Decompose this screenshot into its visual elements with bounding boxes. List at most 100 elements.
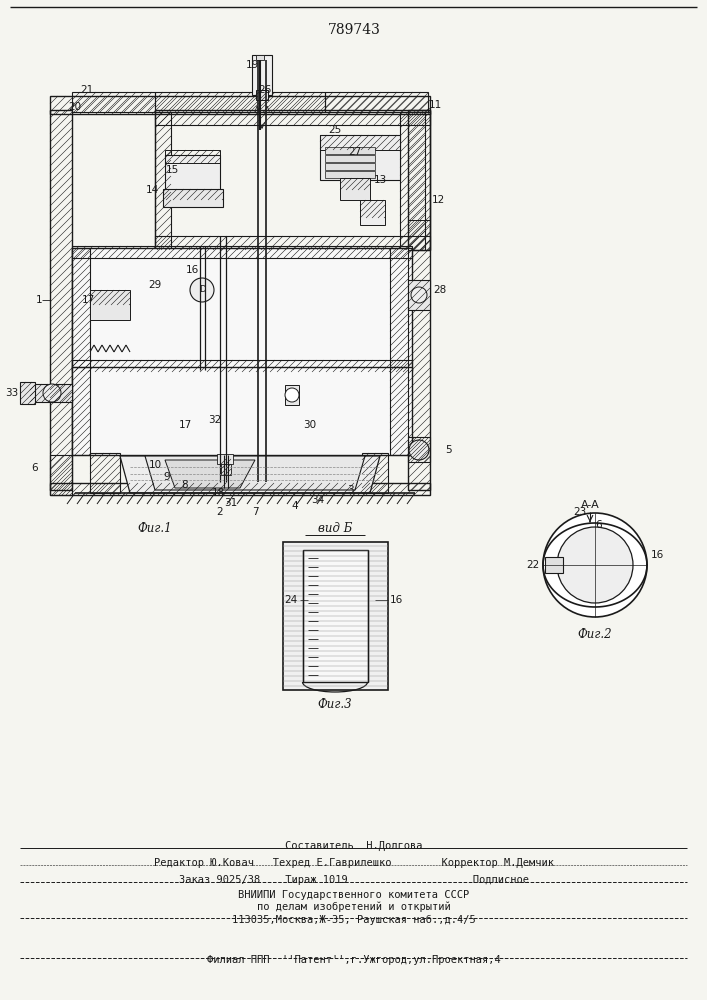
Text: по делам изобретений и открытий: по делам изобретений и открытий xyxy=(257,902,451,912)
Text: 6: 6 xyxy=(31,463,38,473)
Circle shape xyxy=(190,278,214,302)
Circle shape xyxy=(543,513,647,617)
Text: Филиал ППП  ''Патент'',г.Ужгород,ул.Проектная,4: Филиал ППП ''Патент'',г.Ужгород,ул.Проек… xyxy=(207,955,501,965)
Text: 5: 5 xyxy=(445,445,452,455)
Bar xyxy=(408,280,430,310)
Polygon shape xyxy=(120,456,380,493)
Text: А: А xyxy=(254,106,260,115)
Bar xyxy=(72,360,412,372)
Bar xyxy=(362,453,388,493)
Bar xyxy=(325,147,375,154)
Bar xyxy=(165,150,220,163)
Bar xyxy=(320,135,400,180)
Text: 16: 16 xyxy=(390,595,403,605)
Bar xyxy=(400,112,425,250)
Text: 10: 10 xyxy=(148,460,162,470)
Bar xyxy=(155,112,430,125)
Bar xyxy=(283,542,388,690)
Text: Составитель  Н.Долгова: Составитель Н.Долгова xyxy=(285,841,423,851)
Circle shape xyxy=(43,384,61,402)
Bar xyxy=(390,248,408,370)
Bar xyxy=(20,382,35,404)
Bar xyxy=(285,385,299,405)
Text: 14: 14 xyxy=(146,185,158,195)
Bar xyxy=(256,55,264,60)
Bar xyxy=(303,550,368,682)
Text: 4: 4 xyxy=(292,501,298,511)
Bar xyxy=(30,384,72,402)
Bar xyxy=(50,110,72,490)
Text: 22: 22 xyxy=(527,560,540,570)
Bar xyxy=(325,92,428,112)
Circle shape xyxy=(285,388,299,402)
Bar xyxy=(72,248,90,370)
Text: 34: 34 xyxy=(311,495,325,505)
Text: 28: 28 xyxy=(433,285,447,295)
Text: 8: 8 xyxy=(182,480,188,490)
Text: 6: 6 xyxy=(595,520,602,530)
Text: 23: 23 xyxy=(573,507,587,517)
Bar xyxy=(325,163,375,170)
Text: 33: 33 xyxy=(5,388,18,398)
Text: Фиг.1: Фиг.1 xyxy=(138,522,173,535)
Text: 24: 24 xyxy=(285,595,298,605)
Bar xyxy=(72,92,155,112)
Bar xyxy=(325,171,375,178)
Text: 17: 17 xyxy=(81,295,95,305)
Text: 21: 21 xyxy=(81,85,93,95)
Text: Фиг.3: Фиг.3 xyxy=(317,698,352,711)
Polygon shape xyxy=(145,456,365,490)
Text: 12: 12 xyxy=(431,195,445,205)
Text: 25: 25 xyxy=(328,125,341,135)
Bar xyxy=(72,367,90,455)
Text: 3: 3 xyxy=(346,485,354,495)
Bar xyxy=(408,220,430,250)
Text: 113035,Москва,Ж-35, Раушская наб.,д.4/5: 113035,Москва,Ж-35, Раушская наб.,д.4/5 xyxy=(232,915,476,925)
Text: A-A: A-A xyxy=(580,500,600,510)
Text: 29: 29 xyxy=(148,280,162,290)
Bar xyxy=(165,155,220,190)
Text: 27: 27 xyxy=(349,147,361,157)
Text: А: А xyxy=(264,106,270,115)
Text: 17: 17 xyxy=(178,420,192,430)
Bar xyxy=(221,459,231,475)
Bar xyxy=(155,110,430,250)
Circle shape xyxy=(557,527,633,603)
Bar xyxy=(50,455,72,495)
Text: 789743: 789743 xyxy=(327,23,380,37)
Bar xyxy=(163,189,223,207)
Text: 9: 9 xyxy=(164,472,170,482)
Bar xyxy=(545,557,563,573)
Bar xyxy=(50,96,430,114)
Text: Редактор Ю.Ковач   Техред Е.Гаврилешко        Корректор М.Демчик: Редактор Ю.Ковач Техред Е.Гаврилешко Кор… xyxy=(154,858,554,868)
Circle shape xyxy=(409,440,429,460)
Text: 7: 7 xyxy=(252,507,258,517)
Text: 11: 11 xyxy=(428,100,442,110)
Text: Фиг.2: Фиг.2 xyxy=(578,628,612,641)
Bar xyxy=(90,453,120,493)
Text: вид Б: вид Б xyxy=(318,522,352,535)
Bar xyxy=(340,178,370,200)
Bar xyxy=(72,246,412,258)
Circle shape xyxy=(411,287,427,303)
Bar xyxy=(50,483,430,495)
Bar xyxy=(408,437,430,462)
Text: 19: 19 xyxy=(245,60,259,70)
Bar xyxy=(252,55,272,95)
Bar xyxy=(155,112,171,250)
Bar xyxy=(360,200,385,225)
Text: 15: 15 xyxy=(165,165,179,175)
Polygon shape xyxy=(165,460,255,488)
Text: 30: 30 xyxy=(303,420,317,430)
Text: 2: 2 xyxy=(216,507,223,517)
Bar xyxy=(155,92,325,112)
Bar xyxy=(320,135,400,150)
Bar xyxy=(90,290,130,320)
Bar xyxy=(72,248,412,370)
Bar xyxy=(155,236,430,250)
Bar xyxy=(217,454,233,464)
Text: 20: 20 xyxy=(69,102,81,112)
Text: 32: 32 xyxy=(209,415,221,425)
Text: 16: 16 xyxy=(651,550,665,560)
Bar xyxy=(408,110,430,490)
